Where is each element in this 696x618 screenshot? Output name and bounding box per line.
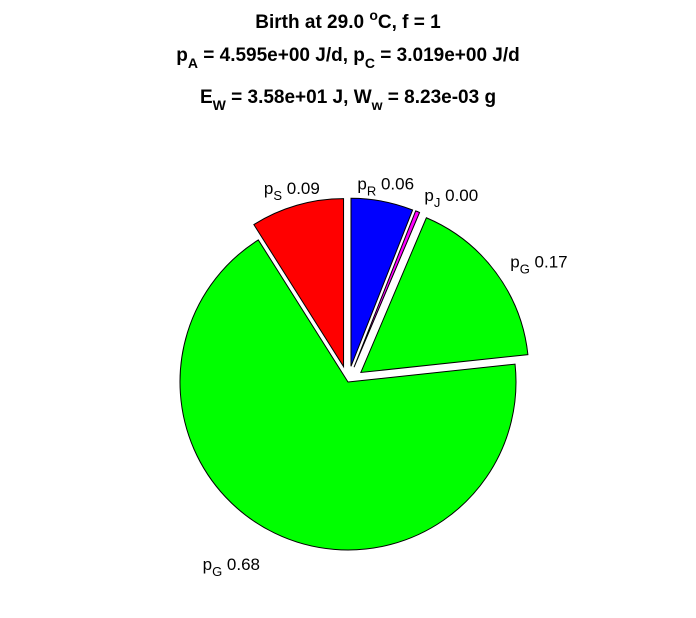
pc-subscript: C <box>364 55 376 71</box>
pc-value: = 3.019e+00 J/d <box>375 45 520 66</box>
ww-subscript: w <box>371 97 383 113</box>
pie-slice-g-3 <box>360 217 529 374</box>
ww-value: = 8.23e-03 g <box>382 87 497 108</box>
pa-subscript: A <box>187 55 198 71</box>
ew-symbol: E <box>199 87 213 108</box>
title-line-1-prefix: Birth at 29.0 <box>255 12 370 33</box>
slice-label-r-1: pR 0.06 <box>357 175 414 199</box>
slice-label-subscript: G <box>520 262 530 277</box>
slice-label-j-2: pJ 0.00 <box>424 186 478 210</box>
title-line-1: Birth at 29.0 oC, f = 1 <box>0 7 696 34</box>
degree-symbol: o <box>369 7 378 23</box>
slice-label-value: 0.17 <box>530 253 568 272</box>
ew-subscript: W <box>212 97 226 113</box>
ww-symbol: W <box>353 87 372 108</box>
slice-label-subscript: G <box>212 564 222 579</box>
pie-slice-r-1 <box>350 197 414 367</box>
pie-slice-s-0 <box>253 198 345 369</box>
title-line-1-suffix: C, f = 1 <box>377 12 441 33</box>
pie-slice-j-2 <box>353 210 421 368</box>
slice-label-g-4: pG 0.68 <box>203 555 260 579</box>
slice-label-value: 0.09 <box>282 179 320 198</box>
slice-label-s-0: pS 0.09 <box>264 179 320 203</box>
slice-label-symbol: p <box>264 179 273 198</box>
slice-label-symbol: p <box>357 175 366 194</box>
slice-label-value: 0.06 <box>376 175 414 194</box>
slice-label-symbol: p <box>203 555 212 574</box>
pa-value: = 4.595e+00 J/d, <box>197 45 354 66</box>
title-line-2: pA = 4.595e+00 J/d, pC = 3.019e+00 J/d <box>0 45 696 71</box>
slice-label-symbol: p <box>510 253 519 272</box>
slice-label-value: 0.68 <box>222 555 260 574</box>
slice-label-subscript: J <box>434 195 441 210</box>
slice-label-value: 0.00 <box>440 186 478 205</box>
pie-slice-g-4 <box>179 239 517 551</box>
pc-symbol: p <box>353 45 365 66</box>
pa-symbol: p <box>176 45 188 66</box>
slice-label-subscript: S <box>273 188 282 203</box>
slice-label-symbol: p <box>424 186 433 205</box>
ew-value: = 3.58e+01 J, <box>225 87 354 108</box>
title-line-3: EW = 3.58e+01 J, Ww = 8.23e-03 g <box>0 87 696 113</box>
slice-label-g-3: pG 0.17 <box>510 253 567 277</box>
slice-label-subscript: R <box>367 184 376 199</box>
